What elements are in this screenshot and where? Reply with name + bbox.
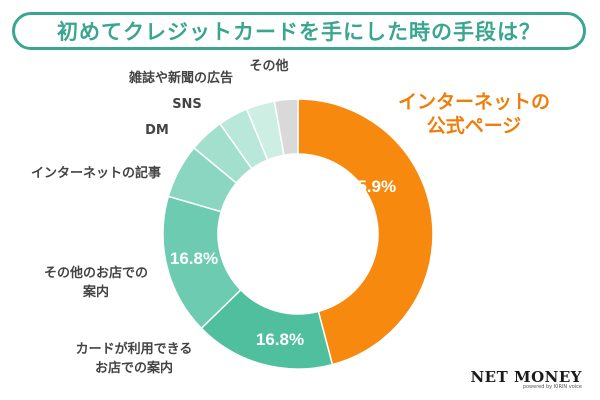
slice-label: 雑誌や新聞の広告 [128,70,233,86]
chart-title: 初めてクレジットカードを手にした時の手段は？ [57,20,541,44]
slice-value-label: 16.8% [256,330,304,349]
brand-name: NET MONEY [470,368,582,386]
slice-value-label: 16.8% [170,249,218,268]
slice-label: SNS [172,97,202,112]
slice-label: インターネットの記事 [31,165,161,181]
slice-label: カードが利用できるお店での案内 [76,341,193,376]
brand-logo: NET MONEY powered by KIRIN voice [470,368,582,390]
donut-slice [297,98,434,366]
slice-label: DM [145,123,169,138]
chart-title-banner: 初めてクレジットカードを手にした時の手段は？ [12,12,586,50]
slice-label: その他のお店での案内 [44,265,148,300]
slice-label: インターネットの公式ページ [398,91,550,137]
slice-label: その他 [249,58,288,74]
brand-tagline: powered by KIRIN voice [522,384,582,390]
donut-hole [219,155,377,313]
donut-slice [273,98,299,157]
